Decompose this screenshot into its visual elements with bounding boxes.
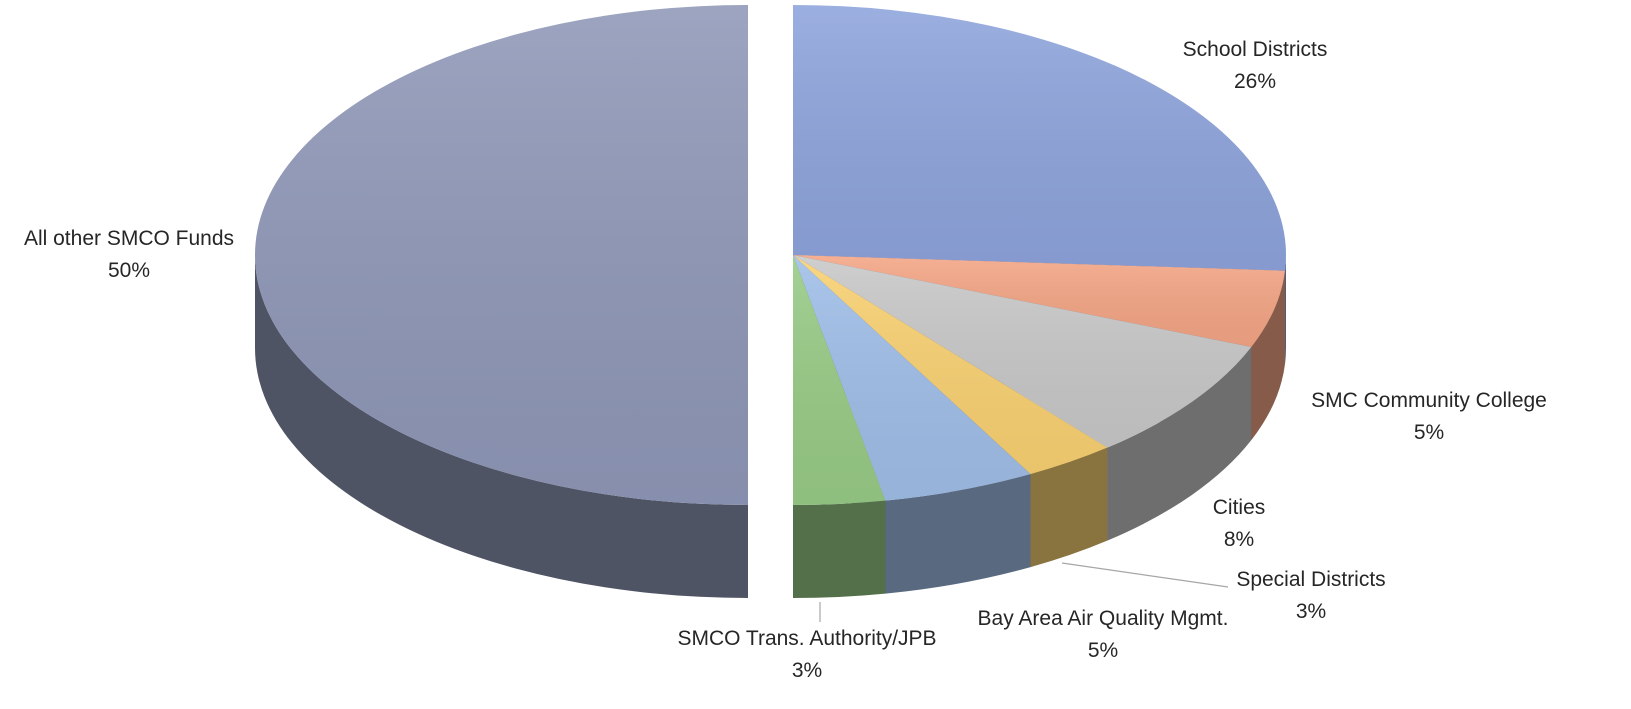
slice-special-districts-shade (793, 255, 1108, 475)
label-bay-area-air-quality-mgmt: Bay Area Air Quality Mgmt. (978, 607, 1229, 630)
slice-cities-shade (793, 255, 1252, 448)
label-all-other-smco-funds-value: 50% (108, 259, 150, 282)
label-bay-area-air-quality-mgmt-value: 5% (1088, 639, 1118, 662)
label-school-districts-value: 26% (1234, 70, 1276, 93)
label-special-districts: Special Districts (1236, 568, 1385, 591)
slice-smco-trans-authority-jpb-shade (793, 255, 886, 505)
smco-trans-authority-jpb-outer-wall (793, 500, 886, 598)
slice-bay-area-air-quality-mgmt-shade (793, 255, 1031, 501)
slice-smc-community-college-shade (793, 255, 1286, 348)
all-other-smco-funds-outer-wall (255, 255, 748, 598)
smc-community-college-outer-wall (1251, 270, 1286, 441)
leader-lines (819, 562, 1229, 622)
label-all-other-smco-funds: All other SMCO Funds (24, 227, 234, 250)
label-cities: Cities (1213, 496, 1266, 519)
label-cities-value: 8% (1224, 528, 1254, 551)
slice-all-other-smco-funds-shade (255, 5, 748, 505)
label-smc-community-college-value: 5% (1414, 421, 1444, 444)
leader-special-districts (1061, 562, 1229, 588)
school-districts-outer-wall (1285, 255, 1286, 364)
pie-top-faces (255, 5, 1286, 505)
label-smco-trans-authority-jpb: SMCO Trans. Authority/JPB (677, 627, 936, 650)
slice-school-districts-shade (793, 5, 1286, 271)
label-smco-trans-authority-jpb-value: 3% (792, 659, 822, 682)
bay-area-air-quality-mgmt-outer-wall (885, 474, 1031, 594)
label-smc-community-college: SMC Community College (1311, 389, 1547, 412)
slice-labels: School Districts 26% SMC Community College… (24, 38, 1547, 682)
cities-outer-wall (1107, 347, 1252, 541)
label-special-districts-value: 3% (1296, 600, 1326, 623)
special-districts-outer-wall (1030, 447, 1108, 568)
label-school-districts: School Districts (1183, 38, 1328, 61)
